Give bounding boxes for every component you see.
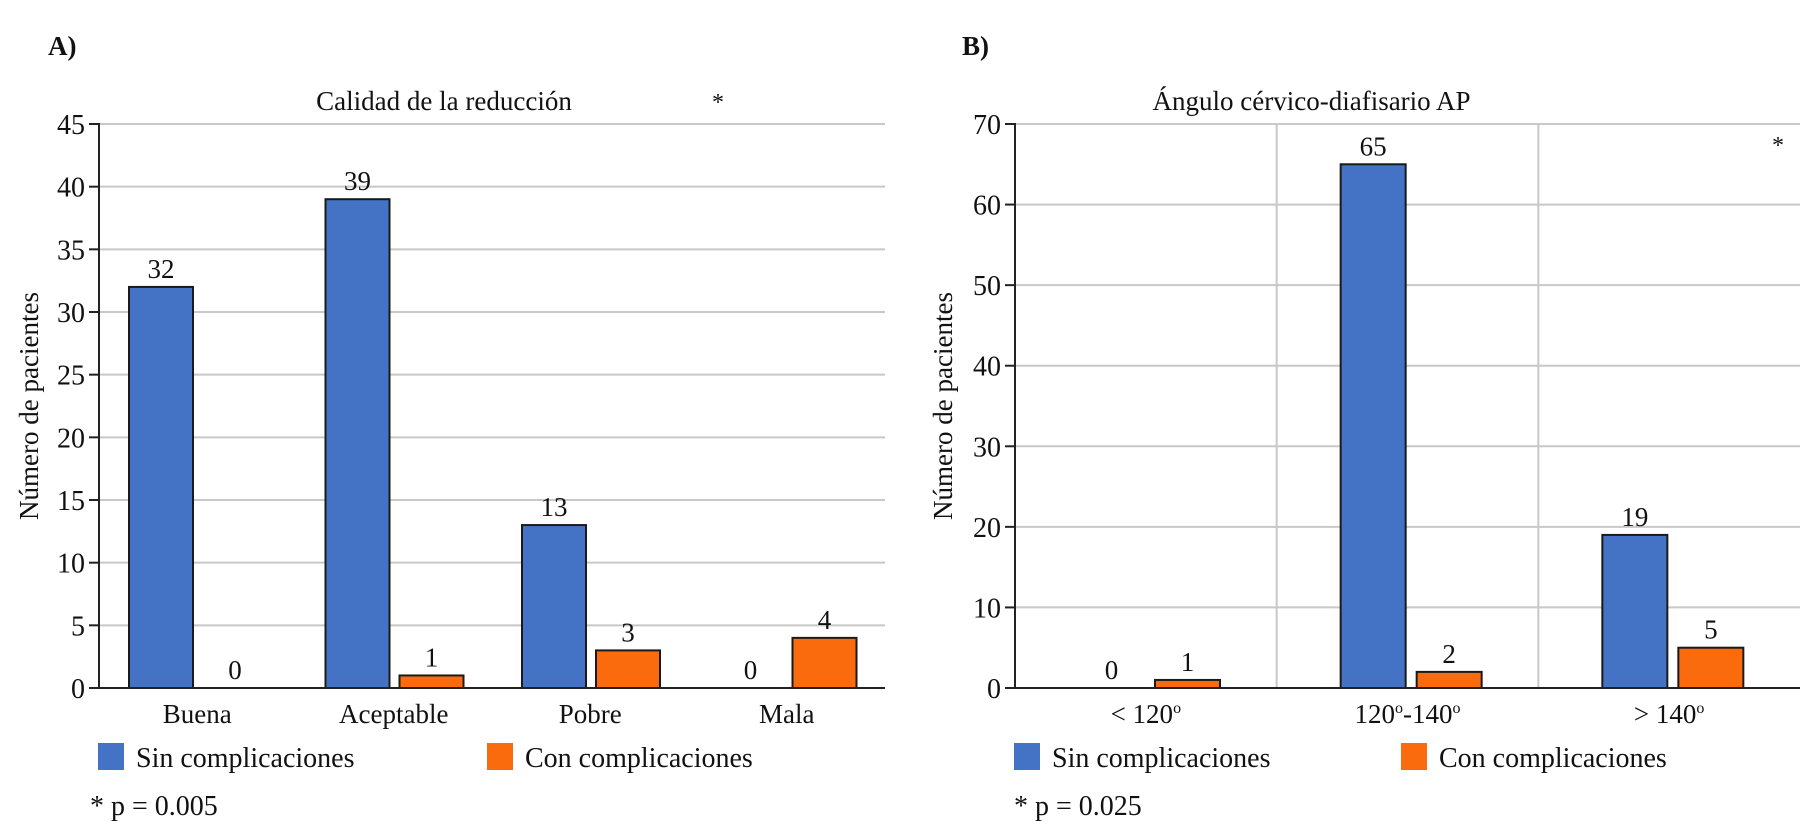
panel-label: B) — [962, 31, 989, 61]
legend: Sin complicaciones Con complicaciones — [98, 743, 753, 774]
x-tick-label: 120o-140o — [1355, 699, 1461, 729]
y-tick-label: 30 — [57, 298, 85, 329]
data-label: 65 — [1360, 131, 1387, 161]
bar-sin-2 — [521, 524, 587, 689]
y-tick-label: 35 — [57, 235, 85, 266]
y-tick-label: 10 — [973, 593, 1001, 624]
y-tick-label: 45 — [57, 110, 85, 141]
significance-marker: * — [1772, 133, 1784, 159]
data-label: 39 — [344, 166, 371, 196]
y-tick-label: 15 — [57, 486, 85, 517]
legend-swatch-sin — [98, 743, 124, 770]
panel-label: A) — [48, 31, 77, 61]
data-label: 0 — [228, 655, 242, 685]
y-tick-label: 0 — [71, 674, 85, 705]
x-tick-label: Pobre — [559, 699, 622, 729]
data-label: 1 — [425, 642, 439, 672]
x-tick-label: Mala — [759, 699, 814, 729]
bar-con-3 — [791, 636, 858, 689]
chart-title: Calidad de la reducción — [316, 86, 572, 116]
y-tick-label: 40 — [973, 352, 1001, 383]
legend-label: Con complicaciones — [525, 743, 753, 774]
bar-con-0 — [1154, 678, 1221, 690]
data-label: 0 — [744, 655, 758, 685]
y-tick-label: 0 — [987, 674, 1001, 705]
legend-swatch-con — [1401, 743, 1427, 770]
chart-title: Ángulo cérvico-diafisario AP — [1153, 86, 1471, 116]
bar-con-1 — [1415, 670, 1483, 690]
legend-label: Sin complicaciones — [1052, 743, 1271, 774]
bar-sin-1 — [324, 198, 391, 689]
data-label: 3 — [621, 617, 635, 647]
x-tick-label: > 140o — [1634, 699, 1704, 729]
data-label: 0 — [1105, 655, 1119, 685]
bar-con-1 — [398, 674, 465, 690]
data-label: 32 — [148, 254, 175, 284]
y-tick-label: 25 — [57, 361, 85, 392]
y-tick-label: 70 — [973, 110, 1001, 141]
y-tick-label: 30 — [973, 432, 1001, 463]
y-tick-label: 10 — [57, 549, 85, 580]
y-tick-label: 50 — [973, 271, 1001, 302]
x-tick-label: < 120o — [1111, 699, 1181, 729]
x-tick-label: Buena — [163, 699, 232, 729]
legend-swatch-sin — [1014, 743, 1040, 770]
legend-swatch-con — [487, 743, 513, 770]
y-tick-label: 60 — [973, 191, 1001, 222]
bar-sin-0 — [128, 285, 194, 689]
data-label: 19 — [1621, 502, 1648, 532]
data-label: 13 — [541, 492, 568, 522]
x-tick-label: Aceptable — [339, 699, 448, 729]
legend: Sin complicaciones Con complicaciones — [1014, 743, 1667, 774]
significance-marker: * — [712, 90, 724, 116]
data-label: 5 — [1704, 615, 1718, 645]
data-label: 2 — [1442, 639, 1456, 669]
data-label: 1 — [1181, 647, 1195, 677]
legend-label: Sin complicaciones — [136, 743, 355, 774]
y-tick-label: 20 — [57, 423, 85, 454]
bar-con-2 — [1677, 646, 1745, 690]
y-axis-label: Número de pacientes — [14, 292, 44, 520]
legend-label: Con complicaciones — [1439, 743, 1667, 774]
data-label: 4 — [818, 605, 832, 635]
y-tick-label: 5 — [71, 611, 85, 642]
y-tick-label: 40 — [57, 173, 85, 204]
bar-sin-1 — [1339, 163, 1407, 690]
p-value-note: * p = 0.005 — [90, 791, 218, 822]
bar-sin-2 — [1601, 533, 1669, 690]
bar-con-2 — [595, 649, 661, 690]
y-tick-label: 20 — [973, 513, 1001, 544]
y-axis-label: Número de pacientes — [928, 292, 958, 520]
p-value-note: * p = 0.025 — [1014, 791, 1142, 822]
